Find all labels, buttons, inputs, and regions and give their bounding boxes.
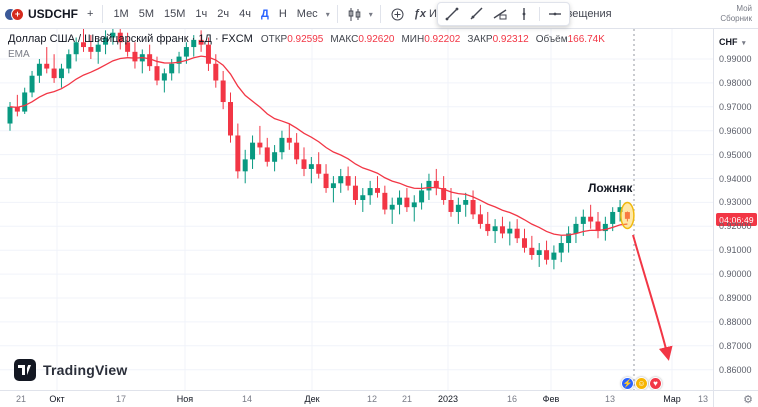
chart-style-dropdown-icon[interactable]: ▾ bbox=[368, 9, 373, 19]
price-label: 0.99000 bbox=[719, 54, 752, 64]
layout-name[interactable]: Мой Сборник bbox=[720, 4, 754, 24]
currency-dropdown-icon: ▾ bbox=[742, 40, 746, 47]
timeframe-Д[interactable]: Д bbox=[256, 5, 274, 23]
price-label: 0.86000 bbox=[719, 364, 752, 375]
compare-icon bbox=[391, 8, 404, 20]
price-label: 0.94000 bbox=[719, 173, 752, 184]
candlestick-chart[interactable] bbox=[0, 29, 713, 390]
price-label: 0.93000 bbox=[719, 197, 752, 208]
ema-legend[interactable]: ЕМА bbox=[8, 49, 30, 60]
timeframe-2ч[interactable]: 2ч bbox=[212, 5, 234, 23]
horizontal-line-tool-button[interactable] bbox=[544, 4, 566, 24]
info-line-tool-button[interactable] bbox=[489, 4, 511, 24]
countdown-badge: 04:06:49 bbox=[716, 213, 757, 226]
watermark-text: TradingView bbox=[43, 362, 128, 378]
panel-divider bbox=[539, 7, 540, 21]
time-label: 16 bbox=[506, 394, 518, 404]
timeframe-Н[interactable]: Н bbox=[274, 5, 292, 23]
layout-name-line2: Сборник bbox=[720, 14, 752, 23]
volume-value: Объём166.74K bbox=[535, 33, 605, 45]
price-label: 0.89000 bbox=[719, 293, 752, 303]
timeframe-dropdown-icon[interactable]: ▾ bbox=[325, 9, 330, 19]
reaction-blue-button[interactable]: ⚡ bbox=[621, 377, 634, 390]
toolbar-divider bbox=[336, 5, 338, 23]
time-label: Мар bbox=[663, 394, 681, 404]
vertical-line-tool-button[interactable] bbox=[513, 4, 535, 24]
chart-style-button[interactable] bbox=[343, 4, 366, 25]
timeframe-Мес[interactable]: Мес bbox=[292, 5, 323, 23]
settings-gear-icon[interactable]: ⚙ bbox=[743, 393, 753, 406]
chart-legend: Доллар США / Швейцарский франк · 1Д · FX… bbox=[8, 33, 612, 45]
toolbar-divider bbox=[379, 5, 381, 23]
price-label: 0.97000 bbox=[719, 101, 752, 112]
price-label: 0.92000 bbox=[719, 221, 752, 232]
time-label: 21 bbox=[15, 394, 27, 404]
tradingview-logo-icon bbox=[14, 359, 36, 381]
drawing-tools-panel bbox=[437, 2, 570, 26]
timeframe-15М[interactable]: 15М bbox=[159, 5, 190, 23]
fx-icon: ƒx bbox=[413, 8, 426, 20]
price-label: 0.88000 bbox=[719, 316, 752, 327]
ohlc-open: ОТКР0.92595 bbox=[260, 33, 324, 45]
time-label: Окт bbox=[49, 394, 65, 404]
timeframe-1М[interactable]: 1М bbox=[108, 5, 133, 23]
ohlc-low: МИН0.92202 bbox=[401, 33, 461, 45]
time-label: 13 bbox=[604, 394, 616, 404]
time-label: Дек bbox=[304, 394, 320, 404]
timeframe-4ч[interactable]: 4ч bbox=[234, 5, 256, 23]
price-label: 0.98000 bbox=[719, 77, 752, 88]
reaction-red-button[interactable]: ♥ bbox=[649, 377, 662, 390]
price-label: 0.90000 bbox=[719, 269, 752, 280]
layout-name-line1: Мой bbox=[736, 4, 752, 13]
reaction-yellow-button[interactable]: ☺ bbox=[635, 377, 648, 390]
time-label: 14 bbox=[241, 394, 253, 404]
currency-label[interactable]: CHF ▾ bbox=[719, 37, 746, 47]
price-axis[interactable]: CHF ▾ 04:06:49 0.99000 0.98000 0.97000 0.96… bbox=[713, 29, 758, 390]
time-label: 21 bbox=[401, 394, 413, 404]
symbol-button[interactable]: USDCHF bbox=[26, 4, 82, 24]
toolbar-divider bbox=[102, 5, 104, 23]
timeframe-1ч[interactable]: 1ч bbox=[190, 5, 212, 23]
time-label: 13 bbox=[697, 394, 709, 404]
axis-corner: ⚙ bbox=[713, 390, 758, 407]
tradingview-watermark[interactable]: TradingView bbox=[14, 359, 127, 381]
trend-line-tool-button[interactable] bbox=[441, 4, 463, 24]
annotation-label: Ложняк bbox=[588, 181, 633, 195]
time-label: 17 bbox=[115, 394, 127, 404]
time-label: Ноя bbox=[176, 394, 194, 404]
time-axis[interactable]: 21 Окт 17 Ноя 14 Дек 12 21 2023 16 Фев 13 Мар 13 bbox=[0, 390, 713, 407]
compare-add-icon[interactable]: + bbox=[83, 5, 97, 23]
price-label: 0.96000 bbox=[719, 125, 752, 136]
price-label: 0.87000 bbox=[719, 340, 752, 351]
price-label: 0.95000 bbox=[719, 149, 752, 160]
symbol-flags-icon bbox=[4, 7, 25, 22]
compare-symbol-button[interactable] bbox=[386, 4, 409, 25]
timeframe-5М[interactable]: 5М bbox=[134, 5, 159, 23]
swiss-flag-icon bbox=[11, 7, 24, 21]
time-label: 2023 bbox=[437, 394, 459, 404]
ohlc-high: МАКС0.92620 bbox=[330, 33, 395, 45]
symbol-description[interactable]: Доллар США / Швейцарский франк · 1Д · FX… bbox=[8, 33, 253, 45]
time-label: Фев bbox=[542, 394, 560, 404]
price-label: 0.91000 bbox=[719, 245, 752, 256]
candlestick-style-icon bbox=[348, 7, 361, 21]
ohlc-close: ЗАКР0.92312 bbox=[467, 33, 529, 45]
time-label: 12 bbox=[366, 394, 378, 404]
ray-tool-button[interactable] bbox=[465, 4, 487, 24]
chart-area[interactable]: Доллар США / Швейцарский франк · 1Д · FX… bbox=[0, 29, 713, 390]
timeframe-group: 1М 5М 15М 1ч 2ч 4ч Д Н Мес bbox=[108, 5, 322, 23]
